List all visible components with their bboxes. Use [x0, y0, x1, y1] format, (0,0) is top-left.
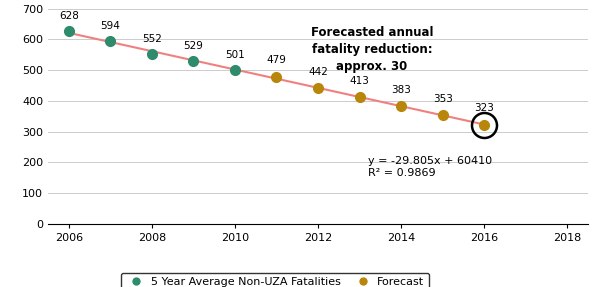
- Text: 501: 501: [225, 50, 245, 60]
- Legend: 5 Year Average Non-UZA Fatalities, Forecast: 5 Year Average Non-UZA Fatalities, Forec…: [121, 273, 429, 287]
- Text: 529: 529: [184, 41, 203, 51]
- Text: 552: 552: [142, 34, 162, 44]
- Text: 353: 353: [433, 94, 452, 104]
- Text: y = -29.805x + 60410
R² = 0.9869: y = -29.805x + 60410 R² = 0.9869: [368, 156, 492, 178]
- Text: 413: 413: [350, 76, 370, 86]
- Text: 479: 479: [266, 55, 286, 65]
- Text: 594: 594: [100, 22, 120, 32]
- Text: 323: 323: [474, 103, 494, 113]
- Text: 442: 442: [308, 67, 328, 77]
- Text: 383: 383: [391, 85, 411, 95]
- Text: 628: 628: [59, 11, 79, 21]
- Text: Forecasted annual
fatality reduction:
approx. 30: Forecasted annual fatality reduction: ap…: [311, 26, 433, 73]
